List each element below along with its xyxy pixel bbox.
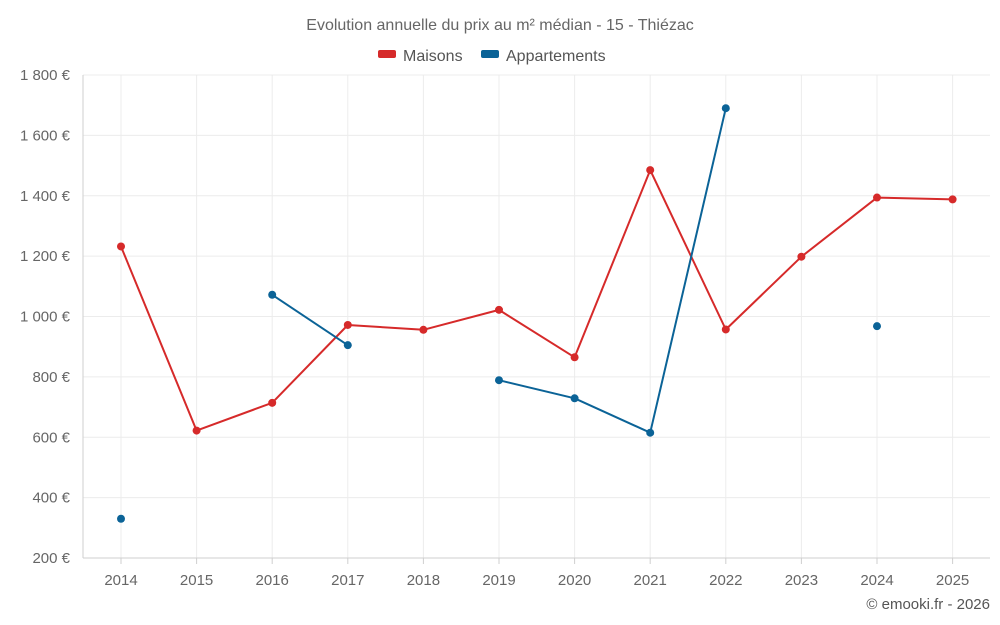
data-point-maisons[interactable] (797, 252, 806, 261)
data-point-maisons[interactable] (948, 195, 957, 204)
data-point-maisons[interactable] (873, 193, 881, 202)
series-maisons (117, 166, 957, 435)
series-group (117, 104, 957, 523)
y-tick-label: 1 000 € (20, 309, 71, 326)
chart-title: Evolution annuelle du prix au m² médian … (306, 17, 693, 34)
data-point-maisons[interactable] (268, 398, 277, 407)
legend-label-maisons: Maisons (403, 48, 463, 65)
data-point-appartements[interactable] (570, 394, 579, 403)
data-point-maisons[interactable] (721, 325, 730, 334)
x-tick-label: 2025 (936, 572, 969, 589)
y-axis: 200 € 400 € 600 € 800 € 1 000 € 1 200 € 1 400 … (20, 67, 84, 567)
data-point-appartements[interactable] (495, 376, 503, 385)
y-tick-label: 800 € (32, 369, 70, 386)
x-tick-label: 2019 (482, 572, 515, 589)
legend-item-maisons[interactable]: Maisons (378, 48, 463, 65)
data-point-maisons[interactable] (419, 325, 428, 334)
data-point-maisons[interactable] (117, 242, 125, 251)
x-tick-label: 2015 (180, 572, 213, 589)
y-tick-label: 1 400 € (20, 188, 71, 205)
data-point-appartements[interactable] (721, 104, 730, 113)
x-tick-label: 2022 (709, 572, 742, 589)
data-point-appartements[interactable] (117, 514, 125, 523)
data-point-appartements[interactable] (268, 290, 277, 299)
y-tick-label: 1 800 € (20, 67, 71, 84)
x-tick-label: 2014 (104, 572, 137, 589)
y-tick-label: 1 200 € (20, 248, 71, 265)
grid (83, 74, 990, 558)
data-point-maisons[interactable] (192, 426, 201, 435)
y-tick-label: 200 € (32, 550, 70, 567)
y-tick-label: 1 600 € (20, 127, 71, 144)
x-tick-label: 2018 (407, 572, 440, 589)
data-point-maisons[interactable] (343, 320, 352, 329)
x-tick-label: 2021 (634, 572, 667, 589)
series-line-maisons (120, 169, 953, 432)
legend-swatch-appartements (481, 50, 499, 58)
x-axis: 2014 2015 2016 2017 2018 2019 2020 2021 2022 2023… (83, 557, 990, 589)
data-point-appartements[interactable] (343, 341, 352, 350)
legend-item-appartements[interactable]: Appartements (481, 48, 606, 65)
credit-text: © emooki.fr - 2026 (866, 596, 990, 613)
data-point-maisons[interactable] (570, 353, 579, 362)
x-tick-label: 2023 (785, 572, 818, 589)
data-point-appartements[interactable] (873, 322, 881, 331)
y-tick-label: 600 € (32, 429, 70, 446)
legend-swatch-maisons (378, 50, 396, 58)
legend: Maisons Appartements (378, 48, 606, 65)
y-tick-label: 400 € (32, 490, 70, 507)
x-tick-label: 2017 (331, 572, 364, 589)
data-point-appartements[interactable] (646, 428, 655, 437)
x-tick-label: 2020 (558, 572, 591, 589)
data-point-maisons[interactable] (495, 305, 503, 314)
series-appartements (117, 104, 881, 523)
legend-label-appartements: Appartements (506, 48, 606, 65)
x-tick-label: 2024 (860, 572, 893, 589)
data-point-maisons[interactable] (646, 166, 655, 175)
x-tick-label: 2016 (256, 572, 289, 589)
